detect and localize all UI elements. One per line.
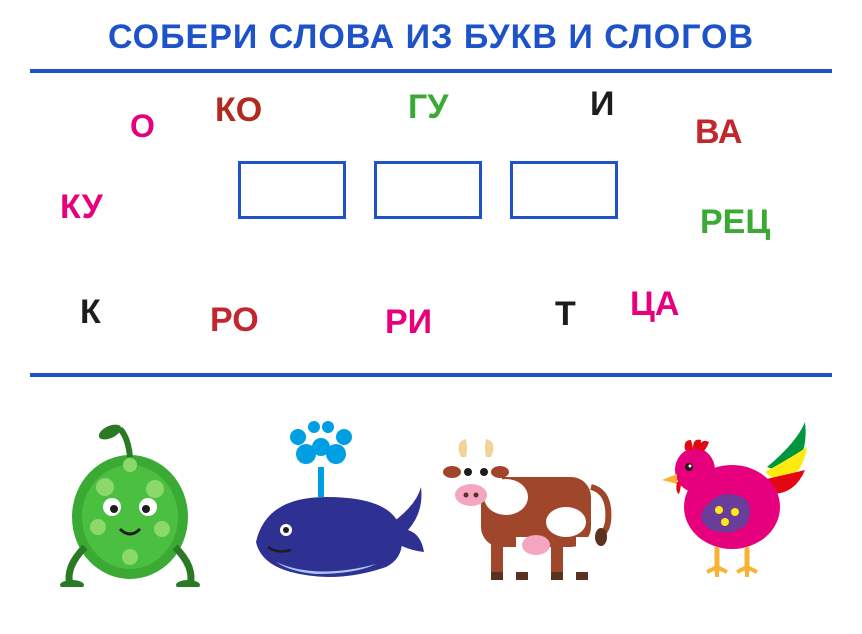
syllable-chip[interactable]: КУ [60,188,103,227]
syllable-chip[interactable]: РЕЦ [700,203,770,242]
cow-icon [436,417,626,587]
syllable-chip[interactable]: ГУ [408,88,448,127]
whale-icon [236,412,426,587]
syllable-chip[interactable]: К [80,293,101,332]
image-row [0,377,862,587]
syllable-chip[interactable]: ВА [695,113,742,152]
syllable-chip[interactable]: И [590,85,614,124]
syllable-chip[interactable]: КО [215,91,262,130]
image-cucumber [30,397,231,587]
hen-icon [647,412,817,587]
image-cow [431,397,632,587]
syllable-area: О КО ГУ И ВА КУ РЕЦ К РО РИ Т ЦА [0,73,862,373]
syllable-chip[interactable]: О [130,108,155,145]
syllable-chip[interactable]: ЦА [630,285,679,324]
syllable-chip[interactable]: РО [210,301,259,340]
image-whale [231,397,432,587]
cucumber-icon [50,417,210,587]
page-title: СОБЕРИ СЛОВА ИЗ БУКВ И СЛОГОВ [0,0,862,57]
image-hen [632,397,833,587]
syllable-chip[interactable]: РИ [385,303,432,342]
answer-boxes [238,161,618,219]
answer-box[interactable] [238,161,346,219]
syllable-chip[interactable]: Т [555,295,576,334]
answer-box[interactable] [374,161,482,219]
answer-box[interactable] [510,161,618,219]
